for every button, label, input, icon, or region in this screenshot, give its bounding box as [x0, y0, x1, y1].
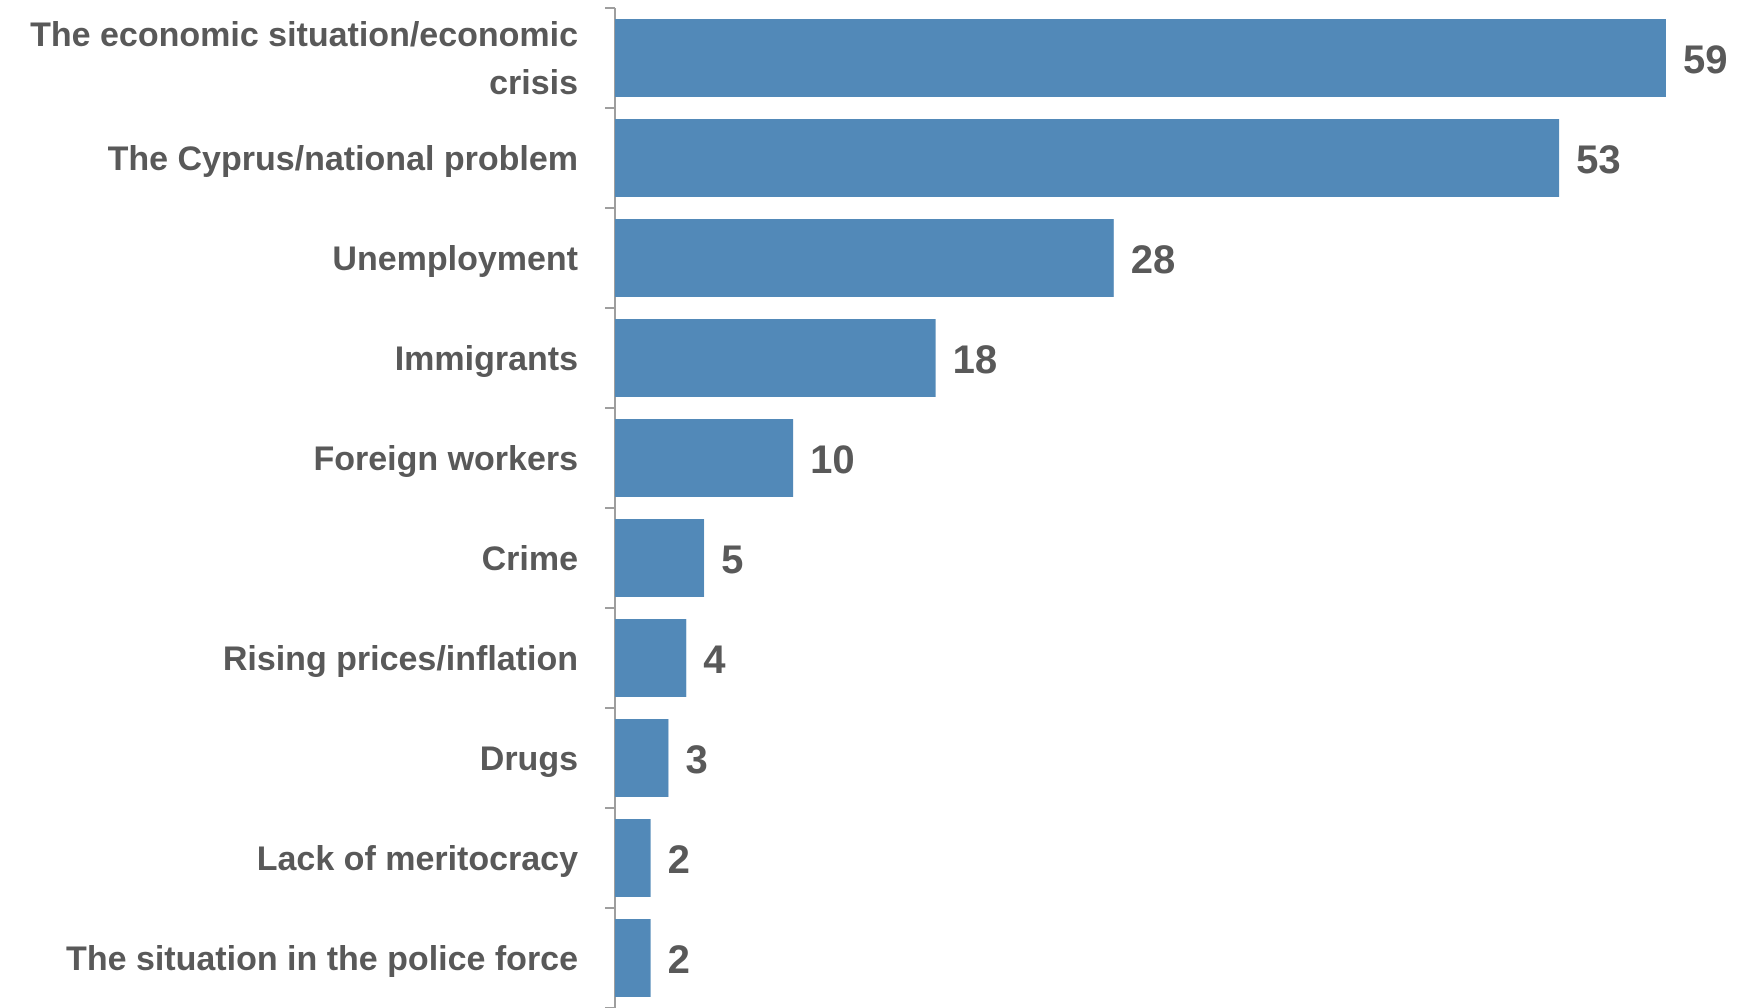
category-label-line: crisis	[489, 64, 578, 102]
category-label: Immigrants	[395, 340, 578, 378]
value-label: 5	[721, 538, 743, 582]
bar	[615, 619, 687, 697]
category-label-line: Drugs	[480, 740, 578, 778]
value-label: 53	[1576, 138, 1621, 182]
category-label-line: The Cyprus/national problem	[108, 140, 578, 178]
value-label: 3	[685, 738, 707, 782]
category-label: Foreign workers	[313, 440, 578, 478]
bar	[615, 919, 651, 997]
category-label-line: Rising prices/inflation	[223, 640, 578, 678]
category-label: Rising prices/inflation	[223, 640, 578, 678]
bar	[615, 119, 1560, 197]
value-label: 59	[1683, 38, 1728, 82]
category-label-line: Immigrants	[395, 340, 578, 378]
value-label: 28	[1131, 238, 1176, 282]
category-label: The Cyprus/national problem	[108, 140, 578, 178]
value-label: 4	[703, 638, 726, 682]
category-label-line: The situation in the police force	[66, 940, 578, 978]
category-label-line: Crime	[482, 540, 578, 578]
category-label-line: The economic situation/economic	[30, 16, 578, 54]
value-label: 2	[668, 938, 690, 982]
bar	[615, 19, 1666, 97]
category-label: The situation in the police force	[66, 940, 578, 978]
value-label: 10	[810, 438, 855, 482]
category-label: Crime	[482, 540, 578, 578]
value-label: 2	[668, 838, 690, 882]
category-label: Drugs	[480, 740, 578, 778]
bar	[615, 319, 936, 397]
category-label-line: Foreign workers	[313, 440, 578, 478]
bar	[615, 719, 669, 797]
bar	[615, 219, 1114, 297]
category-label-line: Unemployment	[332, 240, 578, 278]
category-label: Unemployment	[332, 240, 578, 278]
category-label: The economic situation/economic crisis	[30, 16, 578, 102]
axis-layer	[605, 7, 616, 1008]
category-label: Lack of meritocracy	[257, 840, 578, 878]
label-layer: 59 The economic situation/economic crisis 5…	[30, 16, 1727, 982]
value-label: 18	[953, 338, 998, 382]
bar	[615, 419, 794, 497]
bar-layer	[615, 19, 1666, 997]
bar	[615, 519, 705, 597]
bar	[615, 819, 651, 897]
category-label-line: Lack of meritocracy	[257, 840, 578, 878]
